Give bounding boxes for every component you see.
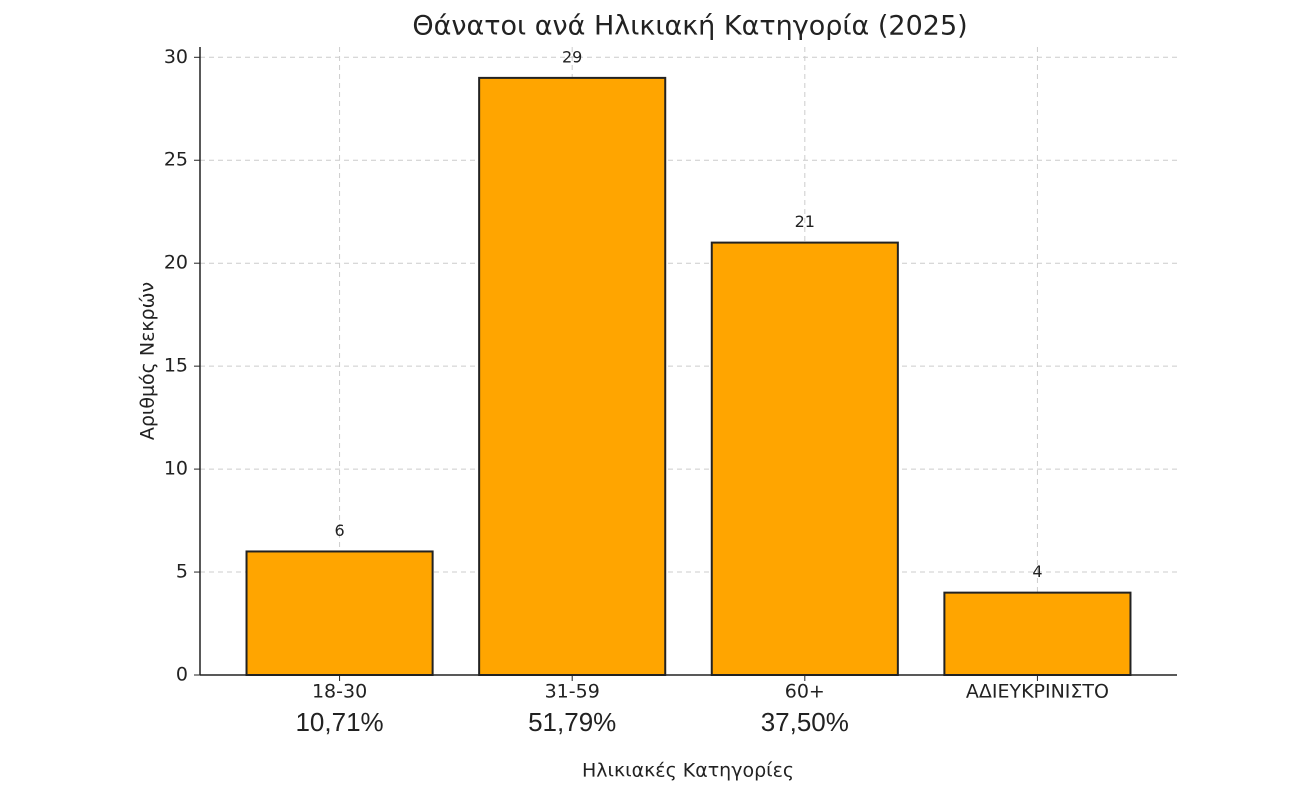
y-tick-label: 30 (164, 46, 188, 68)
value-label: 29 (562, 47, 582, 66)
y-tick-label: 5 (176, 561, 188, 583)
y-axis-label: Αριθμός Νεκρών (137, 282, 159, 440)
y-tick-label: 0 (176, 664, 188, 686)
y-tick-label: 10 (164, 458, 188, 480)
percent-label: 10,71% (295, 707, 383, 737)
x-tick-label: 60+ (785, 681, 825, 703)
y-tick-label: 20 (164, 252, 188, 274)
chart-title: Θάνατοι ανά Ηλικιακή Κατηγορία (2025) (412, 11, 967, 42)
y-tick-label: 25 (164, 149, 188, 171)
value-label: 21 (795, 212, 815, 231)
bar (245, 550, 434, 677)
bar (943, 591, 1132, 676)
y-tick-label: 15 (164, 355, 188, 377)
percent-label: 51,79% (528, 707, 616, 737)
x-tick-label: ΑΔΙΕΥΚΡΙΝΙΣΤΟ (966, 681, 1109, 703)
bar (710, 241, 899, 676)
percent-label: 37,50% (761, 707, 849, 737)
x-tick-label: 31-59 (545, 681, 600, 703)
x-axis-label: Ηλικιακές Κατηγορίες (582, 760, 794, 782)
value-label: 4 (1032, 562, 1042, 581)
value-label: 6 (334, 521, 344, 540)
x-tick-label: 18-30 (312, 681, 367, 703)
bar (478, 76, 667, 676)
